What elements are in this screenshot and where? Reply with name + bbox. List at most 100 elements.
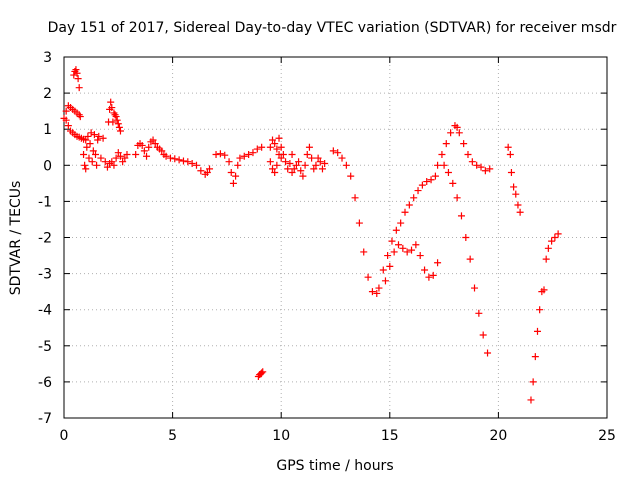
data-point <box>85 154 93 162</box>
data-point <box>314 154 322 162</box>
data-point <box>114 149 122 157</box>
data-point <box>286 159 294 167</box>
x-tick-label: 15 <box>381 428 399 444</box>
data-point <box>266 158 274 166</box>
data-point <box>62 107 70 115</box>
x-tick-label: 0 <box>60 428 69 444</box>
data-point <box>421 266 429 274</box>
data-point <box>351 194 359 202</box>
x-axis-title: GPS time / hours <box>276 458 393 474</box>
data-point <box>99 134 107 142</box>
data-point <box>394 241 402 249</box>
data-point <box>442 140 450 148</box>
y-tick-label: -3 <box>38 267 52 283</box>
data-point <box>258 143 266 151</box>
data-point <box>477 163 485 171</box>
data-point <box>453 123 461 131</box>
data-point <box>412 241 420 249</box>
data-point <box>438 150 446 158</box>
data-point <box>62 116 70 124</box>
series-early-upper <box>62 102 84 121</box>
data-point <box>431 172 439 180</box>
data-point <box>414 187 422 195</box>
data-point <box>384 252 392 260</box>
data-points <box>60 66 562 404</box>
data-point <box>121 154 129 162</box>
data-point <box>399 244 407 252</box>
data-point <box>249 149 257 157</box>
data-point <box>151 140 159 148</box>
data-point <box>103 163 111 171</box>
data-point <box>115 123 123 131</box>
data-point <box>449 179 457 187</box>
data-point <box>468 158 476 166</box>
data-point <box>279 150 287 158</box>
data-point <box>434 259 442 267</box>
data-point <box>290 165 298 173</box>
series-band-2-3h <box>103 149 131 171</box>
data-point <box>355 219 363 227</box>
y-tick-label: -5 <box>38 339 52 355</box>
data-point <box>149 136 157 144</box>
data-point <box>75 84 83 92</box>
data-point <box>405 201 413 209</box>
data-point <box>464 150 472 158</box>
data-point <box>73 69 81 77</box>
data-point <box>484 349 492 357</box>
data-point <box>548 237 556 245</box>
series-scatter-1h <box>80 129 109 173</box>
chart-title: Day 151 of 2017, Sidereal Day-to-day VTE… <box>48 20 617 36</box>
data-point <box>429 271 437 279</box>
data-point <box>512 190 520 198</box>
data-point <box>401 208 409 216</box>
series-group-10.5-12h <box>288 143 329 180</box>
y-tick-label: 1 <box>43 122 52 138</box>
y-axis-title: SDTVAR / TECUs <box>8 181 24 296</box>
data-point <box>269 136 277 144</box>
data-point <box>87 129 95 137</box>
data-point <box>108 158 116 166</box>
data-point <box>84 132 92 140</box>
data-point <box>225 158 233 166</box>
data-point <box>232 172 240 180</box>
data-point <box>457 212 465 220</box>
y-axis: -7 -6 -5 -4 -3 -2 -1 0 1 2 3 <box>38 50 607 427</box>
data-point <box>531 353 539 361</box>
series-outlier-9h <box>254 368 267 380</box>
data-point <box>90 131 98 139</box>
data-point <box>288 150 296 158</box>
data-point <box>171 155 179 163</box>
data-point <box>184 158 192 166</box>
data-point <box>112 113 120 121</box>
data-point <box>297 167 305 175</box>
data-point <box>473 161 481 169</box>
data-point <box>368 288 376 296</box>
data-point <box>529 378 537 386</box>
data-point <box>364 273 372 281</box>
data-point <box>277 143 285 151</box>
x-tick-label: 20 <box>489 428 507 444</box>
data-point <box>299 172 307 180</box>
data-point <box>403 248 411 256</box>
data-point <box>89 147 97 155</box>
data-point <box>116 152 124 160</box>
series-final-rise-21.5-22.8h <box>527 230 562 404</box>
data-point <box>112 154 120 162</box>
data-point <box>410 194 418 202</box>
y-tick-label: -7 <box>38 411 52 427</box>
data-point <box>418 181 426 189</box>
series-group-7-9h <box>212 143 266 187</box>
data-point <box>397 219 405 227</box>
data-point <box>179 157 187 165</box>
data-point <box>259 368 267 376</box>
series-peak-17-19h <box>434 122 494 175</box>
data-point <box>321 159 329 167</box>
data-point <box>188 159 196 167</box>
data-point <box>434 161 442 169</box>
data-point <box>271 140 279 148</box>
data-point <box>423 178 431 186</box>
data-point <box>197 167 205 175</box>
data-point <box>440 161 448 169</box>
data-point <box>175 156 183 164</box>
